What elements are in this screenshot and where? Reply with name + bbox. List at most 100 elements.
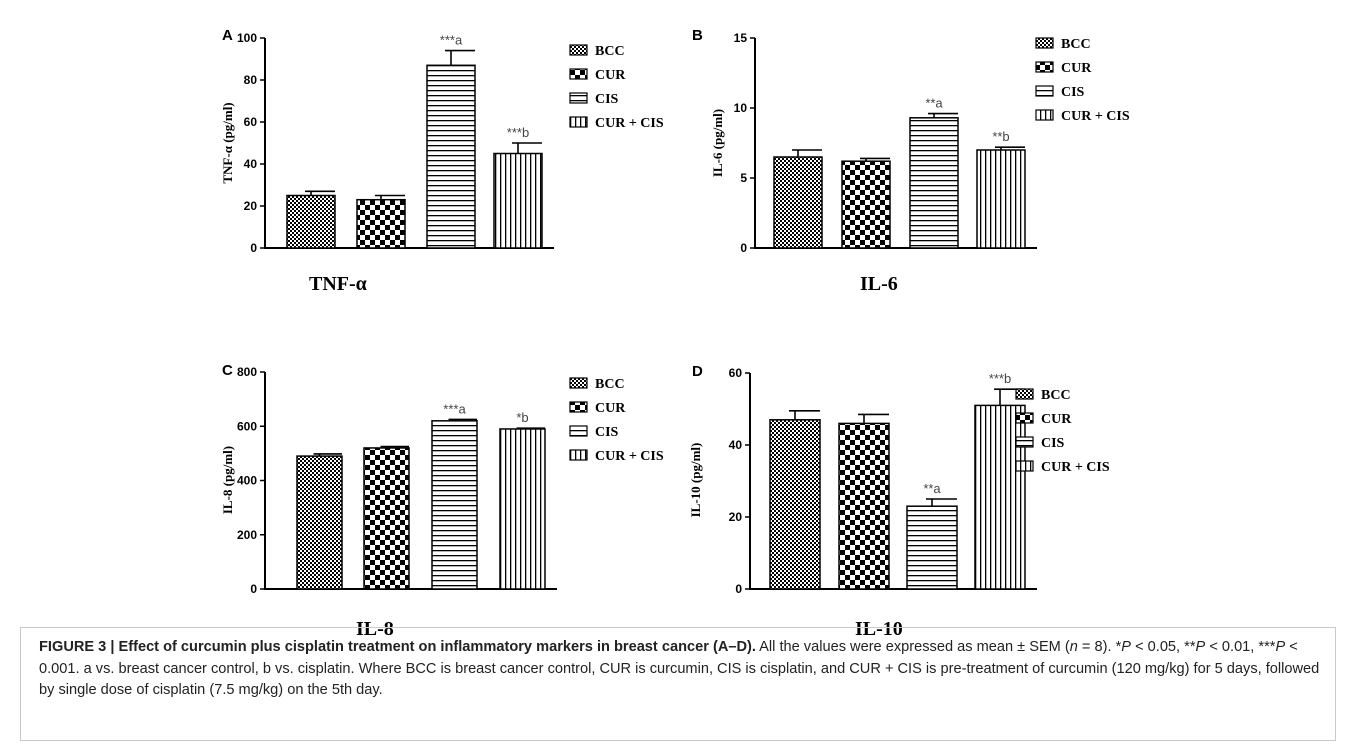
legend-entry: CUR + CIS — [1061, 109, 1130, 124]
y-tick-label: 15 — [734, 31, 748, 45]
y-tick-label: 600 — [237, 419, 257, 433]
y-axis-label: TNF-α (pg/ml) — [220, 102, 235, 183]
chart-panel-c: 0 200 400 600 800 ***a *b C IL-8 IL-8 (pg/ml) BCC C… — [220, 362, 664, 640]
bar-cur-cis — [976, 149, 1026, 249]
y-tick-label: 200 — [237, 528, 257, 542]
panel-label: C — [222, 362, 233, 379]
legend-entry: BCC — [1041, 388, 1071, 403]
chart-panel-d: 0 20 40 60 **a ***b D IL-10 IL-10 (pg/ml) BCC CUR C… — [688, 363, 1110, 640]
bar-cur — [841, 160, 891, 249]
figure-caption: FIGURE 3 | Effect of curcumin plus cispl… — [39, 637, 1329, 702]
y-tick-label: 0 — [250, 241, 257, 255]
legend-entry: BCC — [1061, 37, 1091, 52]
legend-entry: BCC — [595, 44, 625, 59]
caption-p: P — [1195, 639, 1206, 655]
y-tick-label: 20 — [729, 510, 743, 524]
legend-entry: CUR + CIS — [595, 449, 664, 464]
legend-entry: BCC — [595, 377, 625, 392]
caption-p: P — [1275, 639, 1286, 655]
significance-label: ***b — [989, 371, 1011, 386]
significance-label: ***b — [507, 125, 529, 140]
y-axis-label: IL-10 (pg/ml) — [688, 443, 703, 518]
legend-entry: CUR + CIS — [1041, 460, 1110, 475]
caption-n: n — [1069, 639, 1078, 655]
y-tick-label: 800 — [237, 365, 257, 379]
y-tick-label: 0 — [740, 241, 747, 255]
bar-cis — [431, 420, 478, 590]
y-tick-label: 100 — [237, 31, 257, 45]
significance-label: *b — [516, 410, 528, 425]
x-axis-label: IL-6 — [860, 273, 898, 295]
legend-entry: CIS — [595, 92, 619, 107]
significance-label: **b — [992, 129, 1009, 144]
legend-swatch — [1035, 61, 1054, 73]
bar-cur — [363, 447, 410, 590]
y-tick-label: 20 — [244, 199, 258, 213]
bar-cur-cis — [974, 404, 1026, 590]
y-tick-label: 10 — [734, 101, 748, 115]
legend-entry: CUR + CIS — [595, 116, 664, 131]
caption-text: < 0.05, ** — [1131, 639, 1196, 655]
caption-box — [20, 627, 1336, 741]
bar-cis — [906, 505, 958, 590]
bar-cis — [909, 117, 959, 249]
legend-entry: CIS — [1061, 85, 1085, 100]
bar-cur-cis — [499, 428, 546, 590]
y-tick-label: 80 — [244, 73, 258, 87]
legend-swatch — [569, 401, 588, 413]
legend-swatch — [569, 116, 588, 128]
caption-title: FIGURE 3 | Effect of curcumin plus cispl… — [39, 639, 756, 655]
legend-swatch — [569, 92, 588, 104]
legend-swatch — [1015, 436, 1034, 448]
caption-text: < 0.001. a vs. breast cancer control, b … — [39, 639, 1320, 698]
x-axis-label: IL-8 — [356, 618, 394, 640]
legend-swatch — [569, 449, 588, 461]
caption-p: P — [1121, 639, 1132, 655]
legend-entry: CIS — [1041, 436, 1065, 451]
significance-label: ***a — [443, 401, 466, 416]
legend-entry: CUR — [595, 68, 626, 83]
panel-label: A — [222, 27, 233, 44]
significance-label: **a — [923, 481, 941, 496]
bar-bcc — [769, 419, 821, 590]
y-tick-label: 0 — [250, 582, 257, 596]
panel-label: B — [692, 27, 703, 44]
legend-swatch — [569, 377, 588, 389]
legend-swatch — [1035, 85, 1054, 97]
caption-text: < 0.01, *** — [1205, 639, 1276, 655]
y-tick-label: 40 — [729, 438, 743, 452]
bar-cur — [356, 198, 406, 249]
y-tick-label: 40 — [244, 157, 258, 171]
legend-entry: CUR — [595, 401, 626, 416]
bar-bcc — [286, 194, 336, 249]
panel-label: D — [692, 363, 703, 380]
bar-cis — [426, 64, 476, 249]
significance-label: ***a — [440, 33, 463, 48]
legend-swatch — [1015, 412, 1034, 424]
y-tick-label: 0 — [735, 582, 742, 596]
caption-text: = 8). * — [1077, 639, 1122, 655]
legend-swatch — [569, 44, 588, 56]
significance-label: **a — [925, 96, 943, 111]
caption-text: All the values were expressed as mean ± … — [755, 639, 1070, 655]
y-axis-label: IL-6 (pg/ml) — [710, 109, 725, 177]
legend-swatch — [1015, 388, 1034, 400]
legend-swatch — [569, 68, 588, 80]
legend-swatch — [569, 425, 588, 437]
bar-bcc — [773, 156, 823, 249]
bar-bcc — [296, 455, 343, 590]
legend-swatch — [1015, 460, 1034, 472]
y-axis-label: IL-8 (pg/ml) — [220, 446, 235, 514]
chart-panel-b: 0 5 10 15 **a **b B IL-6 IL-6 (pg/ml) BCC CUR CIS CU… — [692, 27, 1130, 295]
bar-cur-cis — [493, 152, 543, 249]
y-tick-label: 400 — [237, 474, 257, 488]
y-tick-label: 60 — [729, 366, 743, 380]
legend-entry: CUR — [1061, 61, 1092, 76]
chart-panel-a: 0 20 40 60 80 100 ***a ***b A TNF-α TNF-α (pg/ml) B… — [220, 27, 664, 295]
x-axis-label: TNF-α — [309, 273, 367, 295]
legend-entry: CUR — [1041, 412, 1072, 427]
x-axis-label: IL-10 — [855, 618, 903, 640]
y-tick-label: 5 — [740, 171, 747, 185]
legend-entry: CIS — [595, 425, 619, 440]
